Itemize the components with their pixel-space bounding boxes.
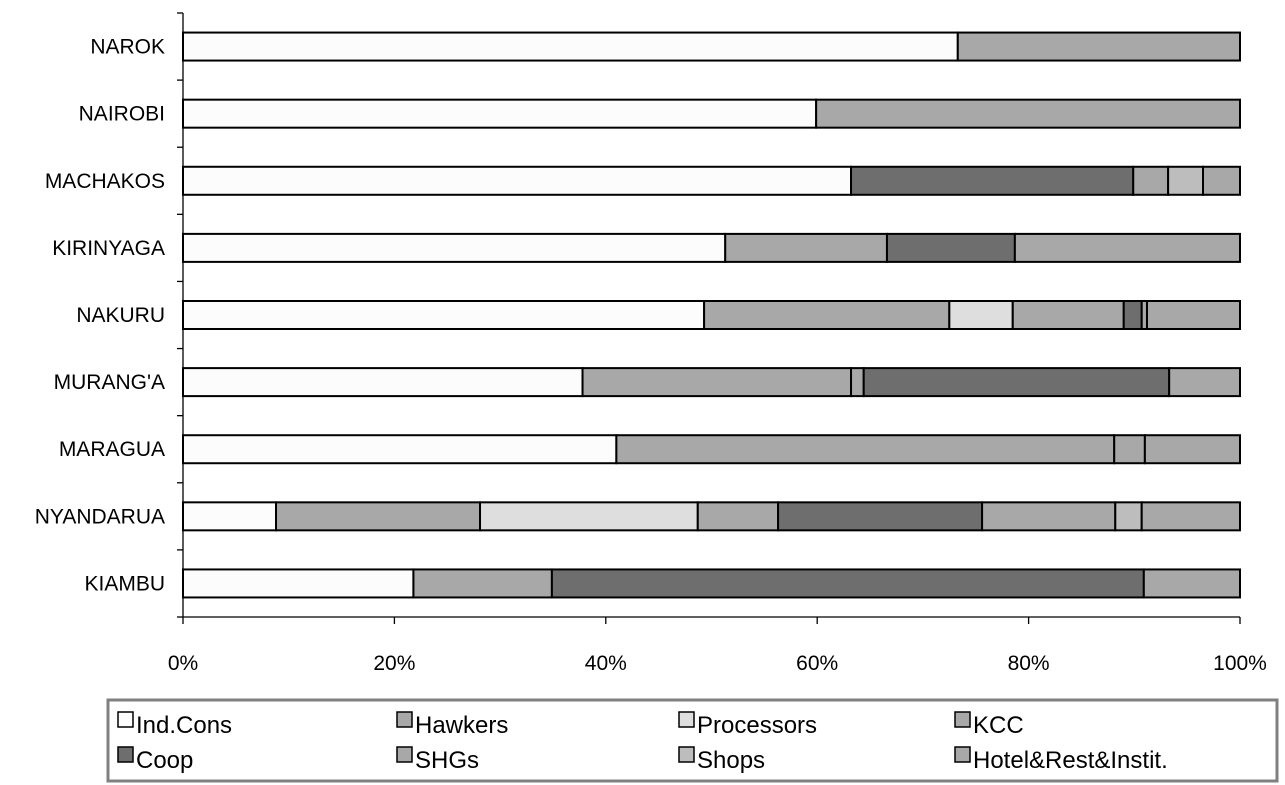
bar-narok-ind-cons	[182, 31, 959, 62]
legend-label-ind-cons: Ind.Cons	[136, 712, 232, 739]
legend-label-kcc: KCC	[973, 712, 1024, 739]
x-tick-label: 0%	[168, 652, 198, 675]
bar-machakos-shgs	[1132, 165, 1170, 196]
category-label: NAKURU	[76, 304, 165, 327]
legend-swatch-hotel-rest-instit	[954, 746, 971, 763]
bar-maragua-hotel-rest-instit	[1143, 434, 1241, 465]
bar-nairobi-hawkers	[815, 98, 1241, 129]
axes	[177, 12, 1241, 624]
legend-label-hawkers: Hawkers	[415, 712, 508, 739]
x-tick-label: 20%	[373, 652, 415, 675]
legend: Ind.Cons Hawkers Processors KCC Coop SHGs Shop…	[106, 698, 1279, 783]
bar-nakuru-kcc	[1011, 300, 1125, 330]
bar-kiambu-coop	[550, 568, 1145, 599]
bar-murang-a-ind-cons	[182, 367, 584, 398]
x-tick-label: 100%	[1213, 652, 1267, 675]
bar-machakos-shops	[1167, 165, 1205, 196]
bar-murang-a-kcc	[850, 367, 865, 398]
bar-nakuru-processors	[948, 300, 1014, 330]
category-label: MACHAKOS	[45, 170, 165, 193]
category-label: MARAGUA	[59, 438, 165, 461]
category-label: KIRINYAGA	[52, 237, 165, 260]
bar-machakos-coop	[850, 165, 1135, 196]
bar-machakos-ind-cons	[182, 165, 853, 196]
bar-nyandarua-hotel-rest-instit	[1140, 501, 1241, 532]
bar-nyandarua-ind-cons	[182, 501, 278, 532]
bar-machakos-hotel-rest-instit	[1202, 165, 1242, 196]
legend-label-shops: Shops	[697, 747, 765, 774]
category-label: MURANG'A	[54, 371, 165, 394]
legend-swatch-kcc	[954, 711, 971, 728]
legend-label-shgs: SHGs	[415, 747, 479, 774]
bar-kirinyaga-hotel-rest-instit	[1013, 232, 1242, 263]
legend-label-hotel-rest-instit: Hotel&Rest&Instit.	[973, 747, 1168, 774]
bar-nyandarua-kcc	[696, 501, 780, 532]
legend-swatch-coop	[117, 746, 134, 763]
bar-kiambu-hawkers	[412, 568, 553, 599]
legend-swatch-hawkers	[396, 711, 413, 728]
bar-maragua-hawkers	[615, 434, 1116, 465]
bar-nyandarua-coop	[777, 501, 984, 532]
x-tick-label: 80%	[1008, 652, 1050, 675]
bar-nyandarua-shgs	[981, 501, 1117, 532]
legend-swatch-shgs	[396, 746, 413, 763]
bar-murang-a-hawkers	[581, 367, 853, 398]
x-tick-label: 60%	[796, 652, 838, 675]
x-tick-label: 40%	[585, 652, 627, 675]
category-label: KIAMBU	[84, 572, 165, 595]
bar-murang-a-coop	[862, 367, 1171, 398]
bar-murang-a-hotel-rest-instit	[1168, 367, 1242, 398]
bar-narok-hawkers	[956, 31, 1241, 62]
legend-label-processors: Processors	[697, 712, 817, 739]
bar-kirinyaga-ind-cons	[182, 232, 727, 263]
bar-kirinyaga-coop	[885, 232, 1016, 263]
bar-nyandarua-processors	[479, 501, 699, 532]
category-label: NYANDARUA	[35, 505, 165, 528]
bar-nakuru-coop	[1122, 300, 1143, 330]
bar-nakuru-ind-cons	[182, 300, 706, 330]
bar-maragua-ind-cons	[182, 434, 618, 465]
category-label: NAIROBI	[79, 103, 165, 126]
bar-nyandarua-hawkers	[275, 501, 482, 532]
bar-kiambu-hotel-rest-instit	[1142, 568, 1241, 599]
category-labels: NAROK NAIROBI MACHAKOS KIRINYAGA NAKURU MURAN…	[35, 36, 165, 596]
bar-kiambu-ind-cons	[182, 568, 415, 599]
bar-nairobi-ind-cons	[182, 98, 818, 129]
bar-nakuru-hawkers	[703, 300, 951, 330]
bar-kirinyaga-hawkers	[724, 232, 888, 263]
legend-swatch-shops	[678, 746, 695, 763]
bar-segments	[182, 31, 1242, 599]
legend-swatch-processors	[678, 711, 695, 728]
bar-nyandarua-shops	[1114, 501, 1143, 532]
bar-nakuru-hotel-rest-instit	[1145, 300, 1242, 330]
bar-maragua-shgs	[1113, 434, 1146, 465]
x-tick-labels: 0% 20% 40% 60% 80% 100%	[168, 652, 1267, 675]
legend-label-coop: Coop	[136, 747, 193, 774]
category-label: NAROK	[90, 36, 165, 59]
legend-swatch-ind-cons	[117, 711, 134, 728]
